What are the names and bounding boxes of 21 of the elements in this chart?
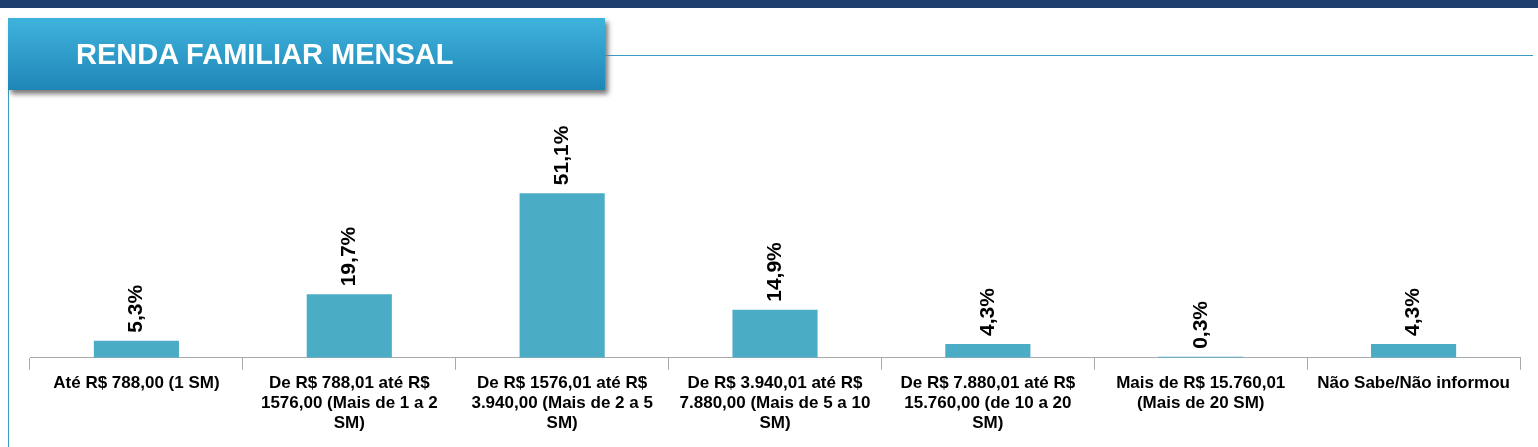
bar (93, 340, 179, 358)
data-label: 4,3% (1400, 287, 1424, 336)
bar (732, 309, 818, 358)
data-label: 51,1% (548, 125, 572, 186)
bar (1371, 343, 1457, 358)
x-tick-label: De R$ 7.880,01 até R$ 15.760,00 (de 10 a 20 SM) (900, 372, 1076, 433)
bar (945, 343, 1031, 358)
x-tick-label: Não Sabe/Não informou (1317, 372, 1510, 392)
x-tick-label: De R$ 788,01 até R$ 1576,00 (Mais de 1 a 2 SM) (260, 372, 438, 433)
bar (306, 294, 392, 358)
data-label: 19,7% (336, 226, 360, 287)
x-tick-label: De R$ 3.940,01 até R$ 7.880,00 (Mais de 5 a 10 SM) (679, 372, 871, 433)
data-label: 5,3% (123, 284, 147, 333)
chart-title: RENDA FAMILIAR MENSAL (8, 18, 605, 90)
x-tick-label: Mais de R$ 15.760,01 (Mais de 20 SM) (1116, 372, 1286, 413)
x-tick-label: Até R$ 788,00 (1 SM) (53, 372, 220, 392)
bar (519, 193, 605, 358)
data-label: 0,3% (1187, 300, 1211, 349)
x-tick-label: De R$ 1576,01 até R$ 3.940,00 (Mais de 2 a 5 SM) (471, 372, 653, 433)
data-label: 14,9% (761, 241, 785, 302)
data-label: 4,3% (974, 287, 998, 336)
